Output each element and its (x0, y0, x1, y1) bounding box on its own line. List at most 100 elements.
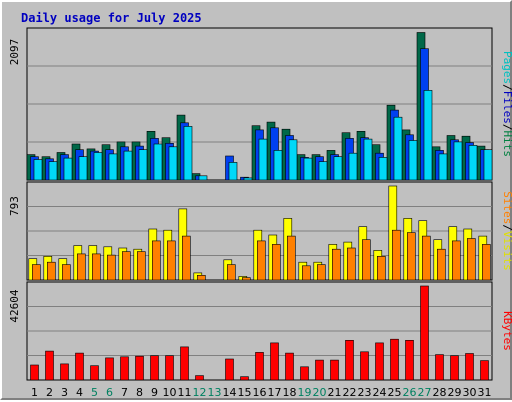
bar-kbytes-day-19 (300, 366, 309, 381)
legend-item: Sites (501, 191, 512, 224)
bar-pages-day-9 (153, 143, 163, 181)
legend-item: KBytes (501, 311, 512, 351)
bar-kbytes-day-26 (405, 339, 414, 381)
bar-sites-day-5 (92, 253, 101, 281)
legend-separator: / (501, 84, 512, 91)
panel-legend: Sites/Visits (501, 191, 512, 271)
bar-pages-day-8 (138, 149, 148, 181)
bar-sites-day-19 (301, 265, 311, 281)
bar-kbytes-day-22 (345, 339, 354, 381)
bar-pages-day-4 (78, 156, 88, 181)
bar-sites-day-2 (46, 261, 56, 281)
bar-kbytes-day-31 (480, 360, 489, 381)
bar-pages-day-10 (168, 146, 178, 181)
tick-label-day-29: 29 (448, 386, 462, 399)
legend-item: Hits (501, 131, 512, 158)
bar-pages-day-22 (348, 152, 358, 181)
bar-pages-day-29 (453, 141, 463, 181)
bar-kbytes-day-5 (90, 365, 99, 381)
bar-pages-day-1 (33, 159, 43, 181)
bar-kbytes-day-11 (180, 346, 189, 381)
bar-kbytes-day-27 (420, 285, 429, 381)
bar-kbytes-day-10 (165, 355, 174, 381)
bar-sites-day-18 (286, 235, 296, 281)
bar-kbytes-day-29 (450, 355, 459, 381)
bar-sites-day-17 (271, 244, 281, 281)
bar-kbytes-day-21 (330, 359, 339, 381)
bar-kbytes-day-9 (150, 355, 159, 381)
bar-sites-day-26 (406, 232, 416, 281)
bar-kbytes-day-7 (120, 356, 129, 381)
bar-sites-day-31 (481, 244, 491, 281)
bar-kbytes-day-3 (60, 363, 69, 381)
bar-sites-day-7 (122, 251, 131, 281)
tick-label-day-24: 24 (373, 386, 387, 399)
bar-sites-day-24 (376, 256, 386, 281)
series-kbytes (30, 285, 489, 381)
bar-sites-day-10 (167, 240, 176, 281)
tick-label-day-26: 26 (403, 386, 417, 399)
series-pages (33, 90, 493, 181)
x-axis-labels: 1 2 3 4 5 6 7 8 9 10 11 12 13 14 15 16 17 18 19 20 21 22 23 24 2… (31, 386, 492, 399)
tick-label-day-11: 11 (178, 386, 192, 399)
bar-kbytes-day-16 (255, 352, 264, 381)
tick-label-day-30: 30 (463, 386, 477, 399)
max-value-label: 2097 (8, 39, 21, 66)
tick-label-day-3: 3 (61, 386, 68, 399)
bar-sites-day-20 (316, 264, 326, 281)
legend-item: Pages (501, 51, 512, 84)
bar-pages-day-30 (468, 145, 478, 181)
bar-kbytes-day-28 (435, 354, 444, 381)
bar-pages-day-25 (393, 116, 403, 181)
bar-sites-day-9 (152, 240, 161, 281)
bar-pages-day-16 (258, 138, 268, 181)
bar-pages-day-18 (288, 139, 298, 181)
bar-pages-day-19 (303, 157, 313, 181)
tick-label-day-6: 6 (106, 386, 113, 399)
panel-sites-visits: 793 Sites/Visits (8, 181, 512, 281)
bar-pages-day-15 (243, 177, 253, 181)
bar-sites-day-14 (227, 264, 236, 281)
bar-sites-day-4 (77, 253, 86, 281)
tick-label-day-16: 16 (253, 386, 267, 399)
tick-label-day-22: 22 (343, 386, 357, 399)
tick-label-day-14: 14 (223, 386, 237, 399)
bar-sites-day-30 (466, 238, 476, 281)
bar-sites-day-25 (391, 229, 401, 281)
bar-sites-day-11 (182, 235, 191, 281)
bar-kbytes-day-2 (45, 350, 54, 381)
bar-kbytes-day-23 (360, 351, 369, 381)
bar-pages-day-5 (93, 152, 103, 181)
bar-kbytes-day-4 (75, 352, 84, 381)
bar-pages-day-31 (483, 149, 493, 181)
bar-pages-day-26 (408, 140, 418, 181)
bar-pages-day-20 (318, 161, 328, 181)
panel-legend: KBytes (501, 311, 512, 351)
tick-label-day-31: 31 (478, 386, 492, 399)
bar-kbytes-day-17 (270, 342, 279, 381)
bar-sites-day-12 (197, 274, 206, 281)
bar-sites-day-23 (361, 239, 371, 281)
legend-item: Visits (501, 231, 512, 271)
bar-pages-day-14 (228, 162, 238, 181)
chart-title: Daily usage for July 2025 (21, 11, 202, 25)
tick-label-day-13: 13 (208, 386, 222, 399)
bar-kbytes-day-20 (315, 359, 324, 381)
bar-sites-day-22 (346, 247, 356, 281)
panel-kbytes: 42604 KBytes (8, 281, 512, 381)
tick-label-day-18: 18 (283, 386, 297, 399)
bar-pages-day-11 (183, 126, 193, 181)
bar-kbytes-day-18 (285, 352, 294, 381)
bar-pages-day-3 (63, 157, 73, 181)
legend-separator: / (501, 124, 512, 131)
tick-label-day-27: 27 (418, 386, 432, 399)
tick-label-day-28: 28 (433, 386, 447, 399)
tick-label-day-23: 23 (358, 386, 372, 399)
bar-kbytes-day-15 (240, 376, 249, 381)
bar-pages-day-27 (423, 90, 433, 181)
bar-pages-day-2 (48, 161, 58, 181)
bar-kbytes-day-12 (195, 375, 204, 381)
